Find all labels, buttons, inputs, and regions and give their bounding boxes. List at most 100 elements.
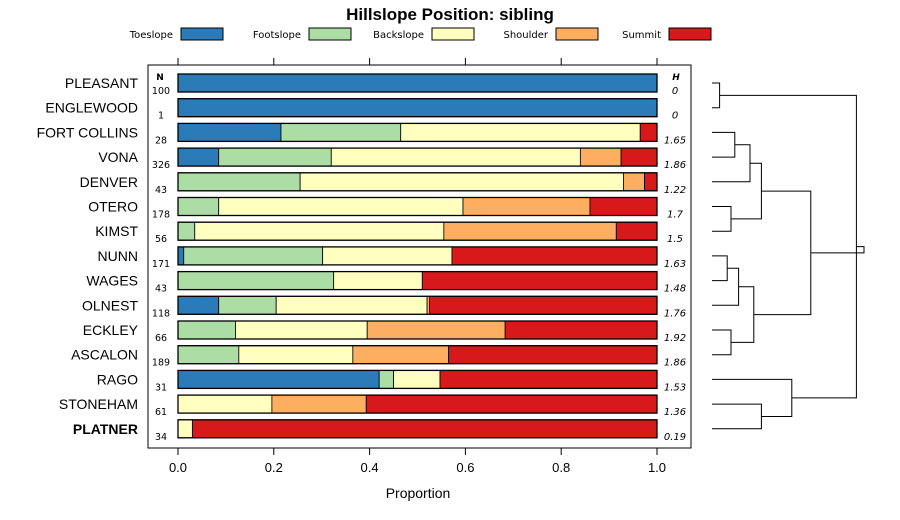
bar-outline-wages — [177, 270, 658, 291]
bar-segment-platner-summit — [191, 419, 658, 439]
bar-segment-rago-summit — [439, 369, 658, 389]
bar-segment-pleasant-toeslope — [177, 73, 658, 93]
legend-label-summit: Summit — [622, 30, 661, 41]
bar-outline-otero — [177, 196, 658, 217]
legend-label-shoulder: Shoulder — [503, 30, 548, 41]
category-label-olnest: OLNEST — [82, 297, 138, 313]
bar-row-olnest: 118 1.76 — [152, 295, 686, 319]
plot-frame — [147, 64, 692, 449]
bar-segment-nunn-toeslope — [177, 246, 185, 266]
bar-segment-eckley-footslope — [177, 320, 236, 340]
legend-label-footslope: Footslope — [253, 30, 301, 41]
h-column-header: H — [672, 73, 680, 83]
legend-label-toeslope: Toeslope — [129, 30, 173, 41]
bar-row-denver: 43 1.22 — [155, 172, 686, 196]
bar-segment-vona-footslope — [218, 147, 332, 167]
h-value-rago: 1.53 — [664, 382, 686, 393]
dendrogram-merge-1 — [712, 131, 736, 158]
bar-row-otero: 178 1.7 — [152, 196, 684, 221]
h-value-kimst: 1.5 — [667, 234, 683, 245]
bar-outline-englewood — [177, 98, 658, 118]
h-value-platner: 0.19 — [664, 432, 686, 443]
dendrogram-merge-6 — [712, 267, 740, 306]
bar-segment-eckley-backslope — [235, 320, 368, 340]
bar-outline-stoneham — [177, 394, 658, 414]
bar-segment-stoneham-backslope — [177, 394, 273, 414]
category-label-denver: DENVER — [80, 174, 138, 190]
bar-row-eckley: 66 1.92 — [155, 320, 686, 344]
bar-segment-vona-backslope — [330, 147, 581, 167]
bar-segment-olnest-summit — [429, 295, 658, 315]
dendrogram-merge-11 — [712, 378, 793, 417]
bar-segment-wages-summit — [421, 271, 658, 291]
bar-segment-wages-footslope — [177, 271, 335, 291]
bar-segment-vona-shoulder — [579, 147, 622, 167]
bar-segment-olnest-footslope — [218, 295, 277, 315]
category-labels: PLEASANT ENGLEWOOD FORT COLLINS VONA DENVER O… — [37, 75, 139, 437]
legend: Toeslope Footslope Backslope Shoulder Summit — [129, 27, 712, 41]
dendrogram-merge-5 — [712, 255, 728, 282]
bar-outline-vona — [177, 147, 658, 167]
h-value-englewood: 0 — [672, 111, 678, 122]
bar-segment-otero-summit — [589, 197, 658, 216]
legend-swatch-backslope — [431, 27, 475, 41]
n-value-otero: 178 — [152, 210, 170, 221]
n-value-denver: 43 — [155, 185, 167, 196]
bar-outline-rago — [177, 369, 658, 390]
category-label-nunn: NUNN — [98, 248, 138, 264]
bar-outline-eckley — [177, 320, 658, 340]
bar-segment-ascalon-summit — [448, 345, 658, 365]
bar-row-kimst: 56 1.5 — [155, 221, 683, 245]
h-value-fort-collins: 1.65 — [664, 135, 686, 146]
bar-segment-otero-shoulder — [462, 197, 591, 216]
n-value-vona: 326 — [152, 160, 170, 171]
n-value-wages: 43 — [155, 284, 167, 295]
x-tick-label-0-6: 0.6 — [456, 460, 474, 475]
x-tick-label-0-8: 0.8 — [552, 460, 570, 475]
bar-outline-nunn — [177, 246, 658, 266]
category-label-stoneham: STONEHAM — [59, 396, 138, 412]
x-axis: 0.0 0.2 0.4 0.6 0.8 1.0 — [169, 58, 666, 475]
dendrogram-merge-10 — [712, 403, 762, 430]
bar-row-stoneham: 61 1.36 — [155, 394, 686, 418]
bar-segment-ascalon-footslope — [177, 345, 240, 365]
bar-row-ascalon: 189 1.86 — [152, 345, 686, 369]
bar-row-nunn: 171 1.63 — [152, 246, 686, 270]
bar-row-vona: 326 1.86 — [152, 147, 686, 171]
bar-row-rago: 31 1.53 — [155, 369, 686, 393]
bar-outline-platner — [177, 419, 658, 439]
bar-segment-platner-backslope — [177, 419, 193, 439]
bar-segment-ascalon-shoulder — [352, 345, 450, 365]
bar-segment-kimst-footslope — [177, 221, 196, 241]
bar-segment-nunn-footslope — [183, 246, 324, 266]
n-value-fort-collins: 28 — [155, 135, 167, 146]
h-value-denver: 1.22 — [664, 185, 686, 196]
bar-outline-fort-collins — [177, 122, 658, 143]
category-label-otero: OTERO — [88, 199, 138, 215]
n-value-olnest: 118 — [152, 308, 170, 319]
category-label-ascalon: ASCALON — [71, 347, 138, 363]
bar-segment-denver-summit — [644, 172, 658, 192]
x-tick-label-1-0: 1.0 — [648, 460, 666, 475]
bar-segment-denver-shoulder — [623, 172, 645, 192]
n-value-englewood: 1 — [158, 111, 164, 122]
dendrogram-merge-2 — [712, 144, 751, 183]
h-value-pleasant: 0 — [672, 86, 678, 97]
legend-swatch-shoulder — [555, 27, 599, 41]
n-value-rago: 31 — [155, 382, 167, 393]
bar-segment-fort-collins-backslope — [400, 123, 641, 142]
bar-segment-wages-backslope — [333, 271, 423, 291]
bar-outline-denver — [177, 172, 658, 192]
dendrogram-merge-13 — [810, 246, 865, 254]
bar-segment-fort-collins-summit — [639, 123, 658, 142]
bar-segment-kimst-shoulder — [443, 221, 617, 241]
h-value-eckley: 1.92 — [664, 333, 686, 344]
n-value-eckley: 66 — [155, 333, 167, 344]
bar-segment-rago-toeslope — [177, 369, 380, 389]
bar-outline-olnest — [177, 295, 658, 315]
h-value-nunn: 1.63 — [664, 259, 686, 270]
bar-segment-vona-toeslope — [177, 147, 220, 167]
